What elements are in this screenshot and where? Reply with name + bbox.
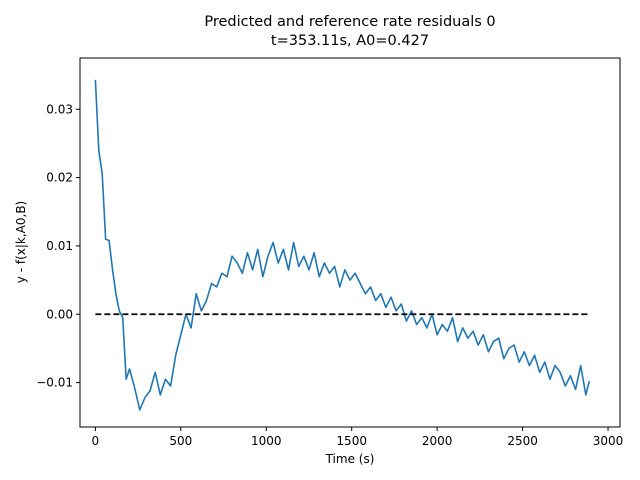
y-axis-label: y - f(x|k,A0,B) — [14, 201, 28, 283]
x-tick-label: 3000 — [593, 434, 624, 448]
x-axis-label: Time (s) — [325, 452, 375, 466]
x-tick-label: 2000 — [422, 434, 453, 448]
x-tick-label: 1000 — [251, 434, 282, 448]
x-tick-label: 1500 — [336, 434, 367, 448]
chart-subtitle: t=353.11s, A0=0.427 — [271, 33, 429, 49]
y-tick-label: 0.03 — [46, 102, 73, 116]
series-layer — [94, 79, 591, 411]
x-tick-label: 500 — [169, 434, 192, 448]
y-tick-label: −0.01 — [36, 376, 73, 390]
x-tick-label: 2500 — [507, 434, 538, 448]
residual-series-line — [94, 79, 591, 411]
plot-area — [94, 79, 591, 411]
x-tick-label: 0 — [92, 434, 100, 448]
chart-title: Predicted and reference rate residuals 0 — [204, 14, 495, 30]
x-axis: 0 500 1000 1500 2000 2500 3000 — [92, 427, 624, 448]
y-tick-label: 0.02 — [46, 171, 73, 185]
y-axis: −0.01 0.00 0.01 0.02 0.03 — [36, 102, 80, 390]
y-tick-label: 0.00 — [46, 307, 73, 321]
y-tick-label: 0.01 — [46, 239, 73, 253]
plot-frame — [79, 57, 621, 428]
